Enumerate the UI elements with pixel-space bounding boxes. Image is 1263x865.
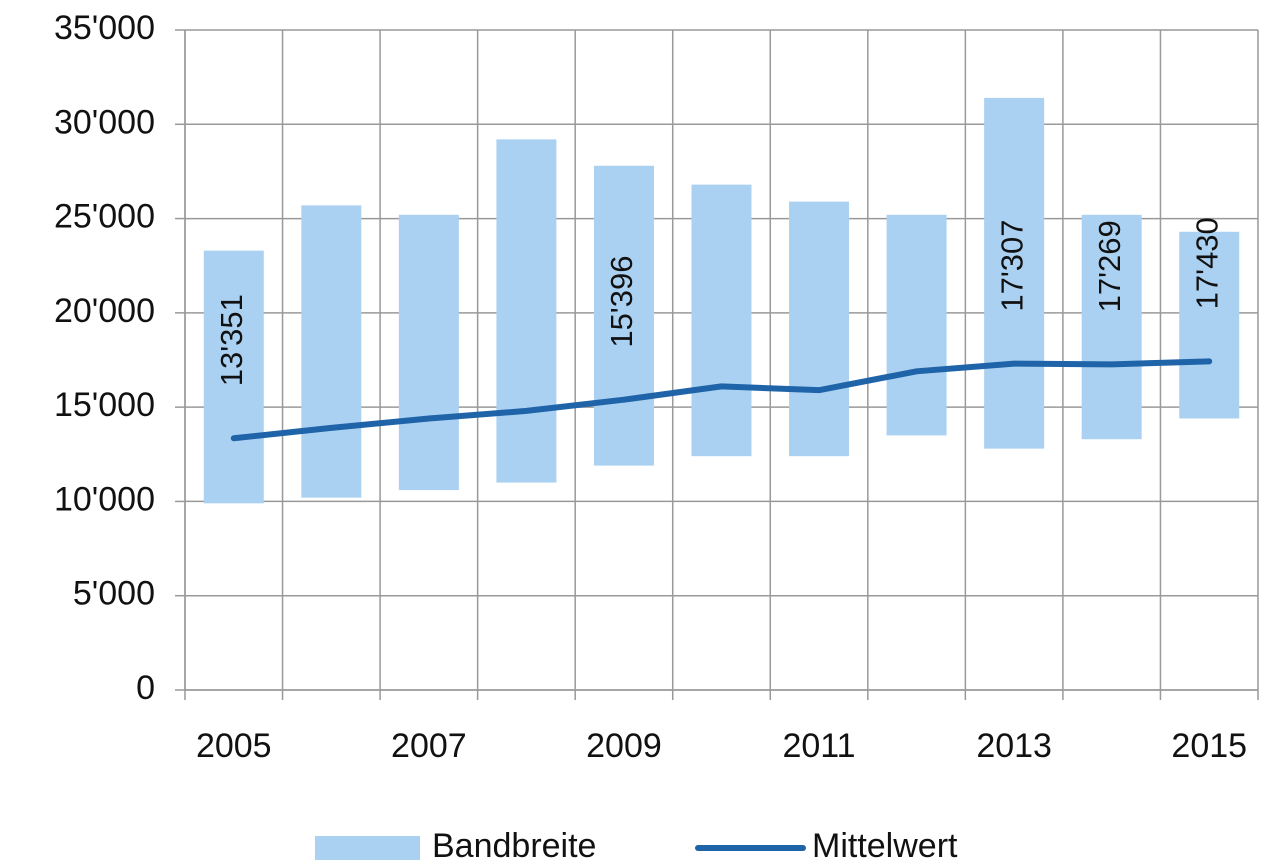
y-tick-label: 0 <box>136 669 155 707</box>
y-tick-label: 20'000 <box>54 292 155 330</box>
data-label: 17'430 <box>1189 217 1224 309</box>
legend-swatch <box>315 836 420 860</box>
y-tick-label: 35'000 <box>54 9 155 47</box>
range-bar <box>398 214 459 491</box>
range-bar <box>984 97 1045 449</box>
range-bar <box>1179 231 1240 419</box>
data-label: 13'351 <box>214 294 249 386</box>
range-bar <box>691 184 752 457</box>
mean-line <box>230 358 1213 442</box>
range-bar <box>203 250 264 504</box>
y-tick-label: 10'000 <box>54 480 155 518</box>
data-label: 17'269 <box>1092 220 1127 312</box>
data-label: 15'396 <box>604 256 639 348</box>
range-bar <box>593 165 654 466</box>
x-tick-label: 2009 <box>586 727 662 765</box>
legend-label: Bandbreite <box>432 827 596 865</box>
x-tick-label: 2007 <box>391 727 467 765</box>
data-label: 17'307 <box>994 220 1029 312</box>
range-bar <box>789 201 850 457</box>
range-bar <box>1081 214 1142 440</box>
legend-label: Mittelwert <box>812 827 958 865</box>
range-bar <box>301 205 362 498</box>
range-bar <box>886 214 947 436</box>
x-tick-label: 2011 <box>782 727 855 765</box>
y-tick-label: 30'000 <box>54 103 155 141</box>
range-bar <box>496 139 557 483</box>
x-tick-label: 2015 <box>1171 727 1247 765</box>
x-tick-label: 2013 <box>976 727 1052 765</box>
y-tick-label: 15'000 <box>54 386 155 424</box>
x-tick-label: 2005 <box>196 727 272 765</box>
y-tick-label: 25'000 <box>54 198 155 236</box>
y-tick-label: 5'000 <box>73 575 155 613</box>
